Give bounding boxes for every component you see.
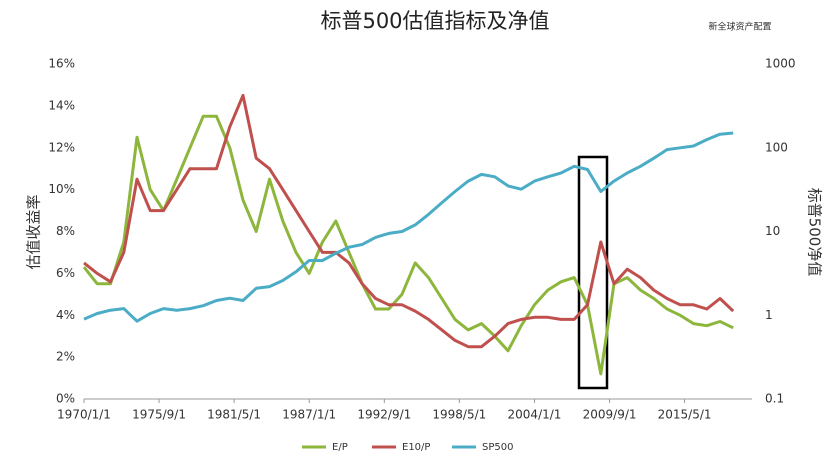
legend-label: E10/P [402, 442, 430, 453]
x-tick-label: 1975/9/1 [132, 408, 186, 422]
x-tick-label: 1981/5/1 [207, 408, 261, 422]
series-line [82, 114, 734, 376]
y2-axis-label: 标普500净值 [806, 188, 824, 277]
x-tick-label: 1992/9/1 [357, 408, 411, 422]
x-tick-label: 2015/5/1 [658, 408, 712, 422]
y-tick-label: 10% [48, 182, 75, 196]
series-line [83, 93, 735, 349]
y-tick-label: 12% [48, 140, 75, 154]
y2-tick-label: 1000 [765, 57, 796, 71]
chart-title: 标普500估值指标及净值 [320, 9, 549, 33]
legend-label: SP500 [482, 442, 513, 453]
y2-tick-label: 0.1 [765, 392, 784, 406]
x-tick-label: 1998/5/1 [432, 408, 486, 422]
y2-tick-label: 10 [765, 224, 780, 238]
legend-label: E/P [332, 442, 348, 453]
y-axis-label: 估值收益率 [25, 194, 43, 269]
y-tick-label: 16% [48, 57, 75, 71]
y-tick-label: 14% [48, 98, 75, 112]
y-tick-label: 6% [56, 266, 75, 280]
series-line [83, 131, 734, 323]
y-tick-label: 8% [56, 224, 75, 238]
x-tick-label: 2004/1/1 [508, 408, 562, 422]
y2-tick-label: 100 [765, 140, 788, 154]
y2-tick-label: 1 [765, 308, 773, 322]
y-tick-label: 0% [56, 392, 75, 406]
source: 新全球资产配置 [708, 21, 771, 33]
y-tick-label: 4% [56, 308, 75, 322]
highlight-box [577, 155, 609, 390]
x-tick-label: 1970/1/1 [57, 408, 111, 422]
x-tick-label: 1987/1/1 [282, 408, 336, 422]
x-tick-label: 2009/9/1 [583, 408, 637, 422]
y-tick-label: 2% [56, 350, 75, 364]
